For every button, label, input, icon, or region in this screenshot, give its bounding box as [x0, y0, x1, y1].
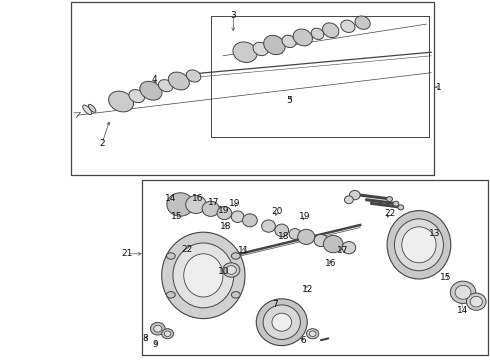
Ellipse shape — [154, 325, 162, 332]
Text: 8: 8 — [143, 334, 148, 343]
Ellipse shape — [323, 235, 343, 253]
Ellipse shape — [140, 81, 162, 100]
Ellipse shape — [83, 105, 92, 114]
Ellipse shape — [262, 220, 275, 232]
Ellipse shape — [393, 201, 399, 206]
Ellipse shape — [307, 329, 319, 339]
Ellipse shape — [231, 253, 240, 259]
Ellipse shape — [349, 190, 360, 200]
Text: 18: 18 — [277, 233, 289, 242]
Ellipse shape — [263, 305, 300, 339]
Ellipse shape — [253, 42, 269, 56]
Text: 19: 19 — [299, 212, 311, 220]
Ellipse shape — [158, 80, 173, 92]
Bar — [71, 2, 434, 175]
Ellipse shape — [186, 195, 206, 213]
Ellipse shape — [341, 20, 355, 32]
Ellipse shape — [342, 242, 356, 254]
Ellipse shape — [293, 29, 313, 46]
Text: 19: 19 — [218, 206, 229, 215]
Ellipse shape — [289, 229, 301, 239]
Text: 10: 10 — [218, 267, 230, 276]
Ellipse shape — [275, 224, 289, 237]
Text: 7: 7 — [272, 300, 278, 309]
Ellipse shape — [466, 293, 486, 310]
Ellipse shape — [256, 299, 307, 346]
Text: 16: 16 — [192, 194, 204, 203]
Bar — [142, 180, 488, 355]
Text: 11: 11 — [238, 246, 249, 255]
Ellipse shape — [109, 91, 133, 112]
Text: 5: 5 — [286, 96, 292, 105]
Ellipse shape — [387, 197, 392, 202]
Ellipse shape — [455, 285, 471, 299]
Text: 22: 22 — [384, 209, 395, 217]
Text: 2: 2 — [99, 139, 105, 148]
Ellipse shape — [311, 28, 324, 40]
Ellipse shape — [167, 193, 194, 216]
Ellipse shape — [398, 205, 404, 210]
Text: 15: 15 — [171, 212, 182, 221]
Ellipse shape — [322, 23, 339, 37]
Text: 17: 17 — [208, 198, 220, 207]
Text: 18: 18 — [220, 222, 231, 231]
Text: 17: 17 — [337, 246, 349, 255]
Ellipse shape — [167, 292, 175, 298]
Ellipse shape — [162, 232, 245, 319]
Text: 1: 1 — [436, 83, 442, 92]
Ellipse shape — [450, 281, 476, 303]
Ellipse shape — [272, 313, 292, 331]
Ellipse shape — [186, 70, 201, 82]
Ellipse shape — [309, 331, 316, 337]
Text: 22: 22 — [182, 245, 193, 253]
Ellipse shape — [217, 207, 232, 220]
Text: 9: 9 — [152, 340, 158, 348]
Ellipse shape — [222, 263, 240, 277]
Ellipse shape — [402, 227, 436, 263]
Text: 20: 20 — [271, 207, 283, 216]
Ellipse shape — [264, 35, 285, 55]
Ellipse shape — [394, 219, 443, 271]
Ellipse shape — [202, 201, 219, 216]
Ellipse shape — [169, 72, 189, 90]
Ellipse shape — [233, 42, 257, 62]
Ellipse shape — [150, 323, 165, 335]
Ellipse shape — [173, 243, 234, 308]
Text: 16: 16 — [325, 259, 337, 268]
Text: 19: 19 — [229, 199, 241, 208]
Ellipse shape — [355, 16, 370, 30]
Text: 14: 14 — [457, 306, 469, 315]
Ellipse shape — [88, 104, 96, 112]
Ellipse shape — [314, 234, 328, 247]
Text: 12: 12 — [302, 285, 314, 294]
Ellipse shape — [184, 254, 223, 297]
Ellipse shape — [282, 35, 296, 48]
Text: 21: 21 — [122, 249, 133, 258]
Text: 14: 14 — [165, 194, 176, 203]
Ellipse shape — [231, 211, 244, 222]
Ellipse shape — [167, 253, 175, 259]
Ellipse shape — [243, 214, 257, 227]
Ellipse shape — [344, 196, 353, 204]
Text: 6: 6 — [300, 336, 306, 346]
Ellipse shape — [162, 329, 173, 339]
Ellipse shape — [129, 90, 145, 103]
Ellipse shape — [231, 292, 240, 298]
Ellipse shape — [387, 211, 451, 279]
Ellipse shape — [298, 229, 315, 244]
Text: 13: 13 — [429, 229, 441, 238]
Text: 15: 15 — [440, 274, 452, 282]
Ellipse shape — [164, 331, 171, 337]
Text: 4: 4 — [151, 76, 157, 85]
Text: 3: 3 — [230, 11, 236, 20]
Ellipse shape — [226, 266, 236, 274]
Ellipse shape — [470, 296, 482, 307]
